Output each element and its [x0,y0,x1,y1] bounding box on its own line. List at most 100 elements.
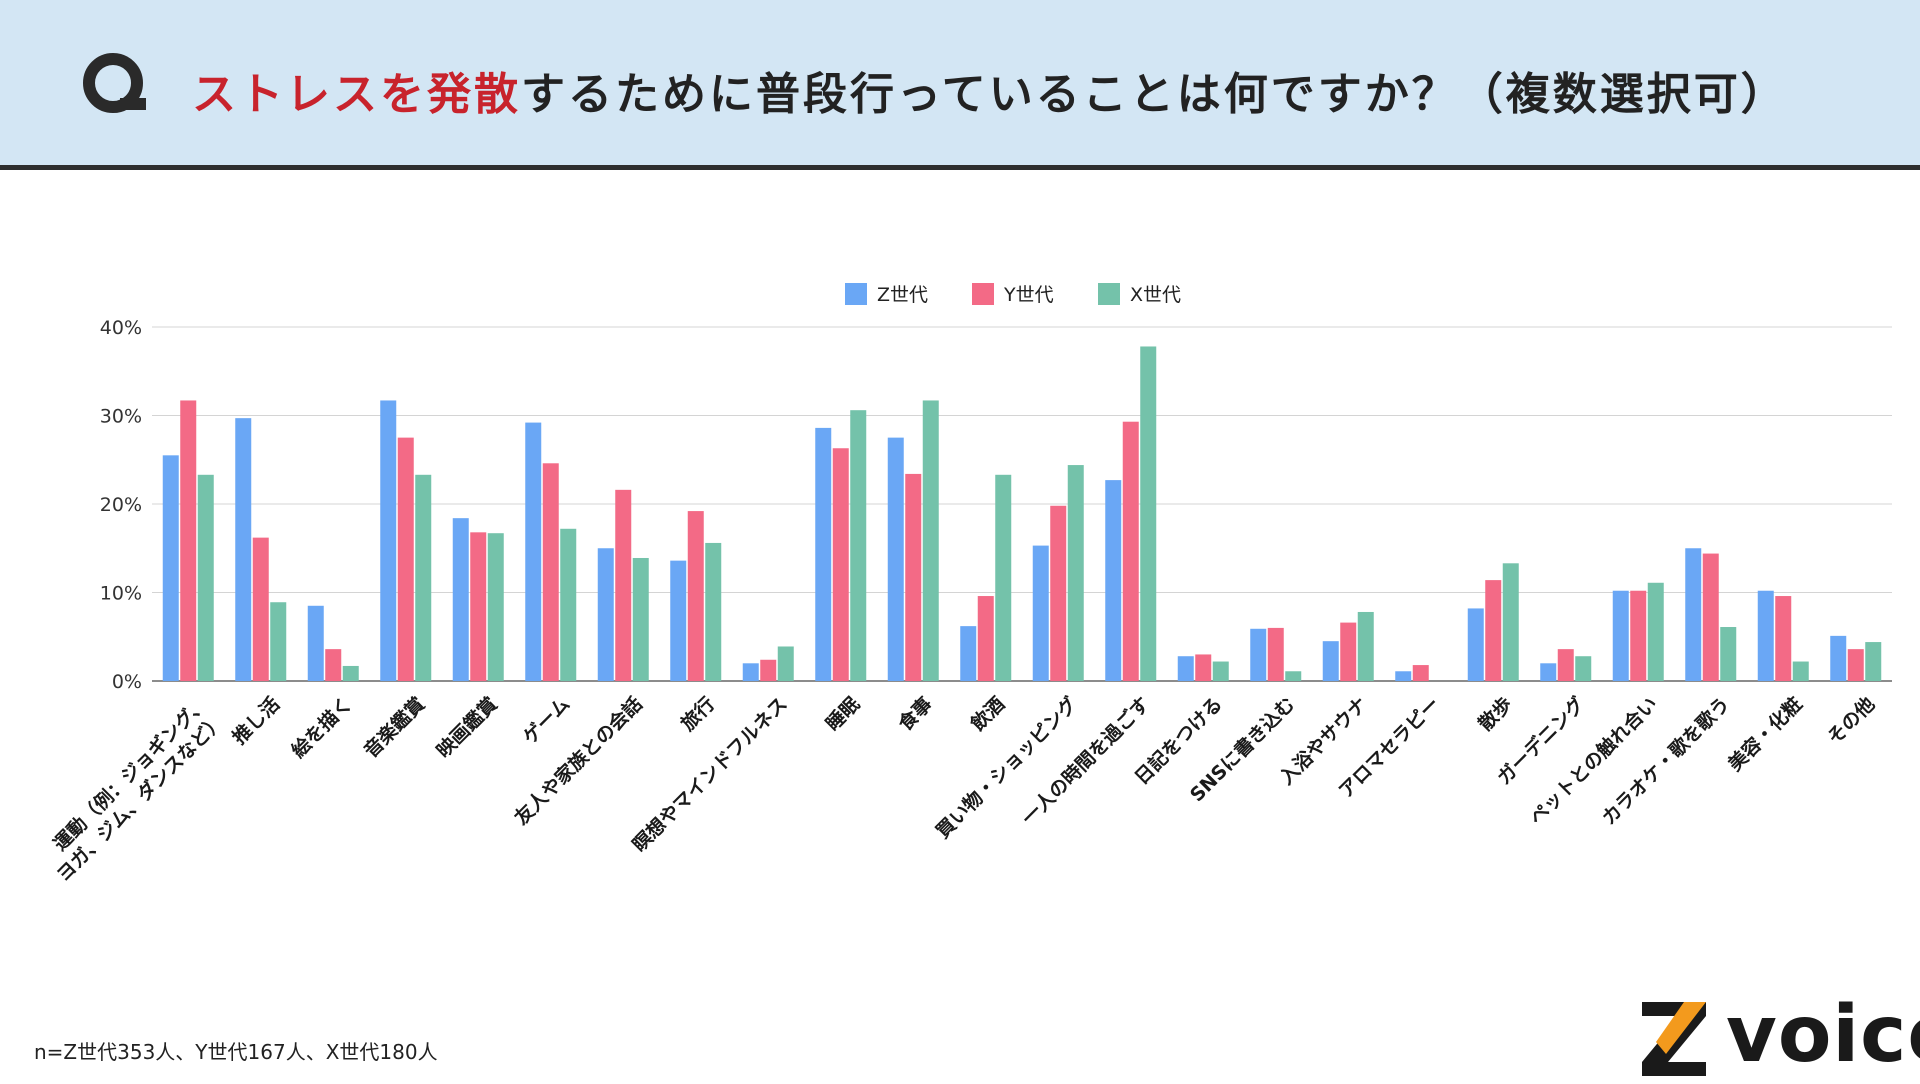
x-tick-label: 推し活 [228,692,285,749]
x-tick-label-line: 友人や家族との会話 [510,692,647,829]
bar [887,437,904,681]
bar [560,528,577,681]
bar [1212,661,1229,681]
sample-size-note: n=Z世代353人、Y世代167人、X世代180人 [34,1040,438,1064]
x-tick-label: その他 [1823,692,1880,749]
bar [1685,548,1702,681]
bar [1647,582,1664,681]
bar-chart: 0% 10% 20% 30% 40% Z世代 Y世代 X世代運動（例：ジョギング、ヨガ、ジム、… [49,283,1892,886]
x-tick-label-line: カラオケ・歌を歌う [1597,692,1734,829]
bar [922,400,939,681]
x-tick-label: カラオケ・歌を歌う [1597,692,1734,829]
x-tick-label-line: 買い物・ショッピング [931,692,1082,843]
bar [777,646,794,681]
bar [525,422,542,681]
x-tick-label: 飲酒 [965,692,1009,736]
bar [1412,665,1429,681]
bar [850,410,867,681]
bar [597,548,614,681]
y-tick-label: 10% [100,583,142,605]
bar [632,557,649,681]
legend-label: X世代 [1130,284,1181,306]
legend-swatch [972,283,994,305]
bar [397,437,414,681]
bar [1540,663,1557,681]
bar [325,649,342,681]
zvoice-logo: voice [1640,990,1920,1080]
bar [1612,590,1629,681]
bar [1830,635,1847,681]
bar [1502,563,1519,681]
x-tick-label-line: 散歩 [1474,692,1517,735]
bar [1177,656,1194,681]
x-tick-label: 散歩 [1474,692,1517,735]
title-highlight: ストレスを発散 [192,69,521,120]
bar [977,596,994,681]
bar [1250,628,1267,681]
x-tick-label: 一人の時間を過ごす [1017,692,1154,829]
bar [470,532,487,681]
bar [487,533,504,681]
bar [180,400,197,681]
x-tick-label: 食事 [894,692,937,735]
bar [252,537,269,681]
bar [342,665,359,681]
y-tick-label: 20% [100,494,142,516]
bar [235,418,252,681]
bar [162,455,179,681]
bar [1865,642,1882,681]
x-tick-label: 美容・化粧 [1723,692,1806,775]
x-tick-label-line: ペットとの触れ合い [1525,692,1662,829]
x-tick-label-line: ゲーム [519,693,574,748]
x-tick-label: 買い物・ショッピング [931,692,1082,843]
bar [1702,553,1719,681]
bar [760,659,777,681]
bar [1267,627,1284,681]
bar [905,473,922,681]
bar [1032,545,1049,681]
bar [1067,465,1084,681]
x-tick-label-line: ヨガ、ジム、ダンスなど） [52,709,229,886]
bar [1050,505,1067,681]
bar [1195,654,1212,681]
x-tick-label-line: 映画鑑賞 [432,692,502,762]
x-tick-label-line: 絵を描く [287,692,357,762]
x-tick-label-line: 音楽鑑賞 [359,692,429,762]
page-title: ストレスを発散するために普段行っていることは何ですか？（複数選択可） [192,58,1788,122]
bar [1575,656,1592,681]
x-tick-label-line: 睡眠 [822,693,864,735]
bar [307,605,324,681]
bar [670,560,687,681]
x-tick-label: 絵を描く [287,692,357,762]
bar [1792,661,1809,681]
y-tick-label: 0% [112,671,142,693]
bar [542,463,559,681]
bar [380,400,397,681]
x-tick-label-line: 運動（例：ジョギング、 [49,692,212,855]
x-tick-label-line: 飲酒 [965,692,1009,736]
y-tick-label: 40% [100,317,142,339]
legend-swatch [845,283,867,305]
x-tick-label: 音楽鑑賞 [359,692,429,762]
legend-swatch [1098,283,1120,305]
bar [615,489,632,681]
x-tick-label-line: 推し活 [228,692,285,749]
bar [1467,608,1484,681]
x-tick-label: 睡眠 [822,693,864,735]
x-tick-label-line: その他 [1823,692,1880,749]
bar [1140,346,1157,681]
x-tick-label: ペットとの触れ合い [1525,692,1662,829]
bar [270,602,287,681]
bar [1122,421,1139,681]
bar [1340,622,1357,681]
bar [815,427,832,681]
x-tick-label-line: 美容・化粧 [1723,692,1806,775]
x-tick-label: 旅行 [676,692,719,735]
bar [705,542,722,681]
bar [1357,611,1374,681]
bar [742,663,759,681]
legend-label: Y世代 [1003,284,1054,306]
x-tick-label: ゲーム [519,693,574,748]
bar [1285,671,1302,681]
bar [1720,627,1737,681]
